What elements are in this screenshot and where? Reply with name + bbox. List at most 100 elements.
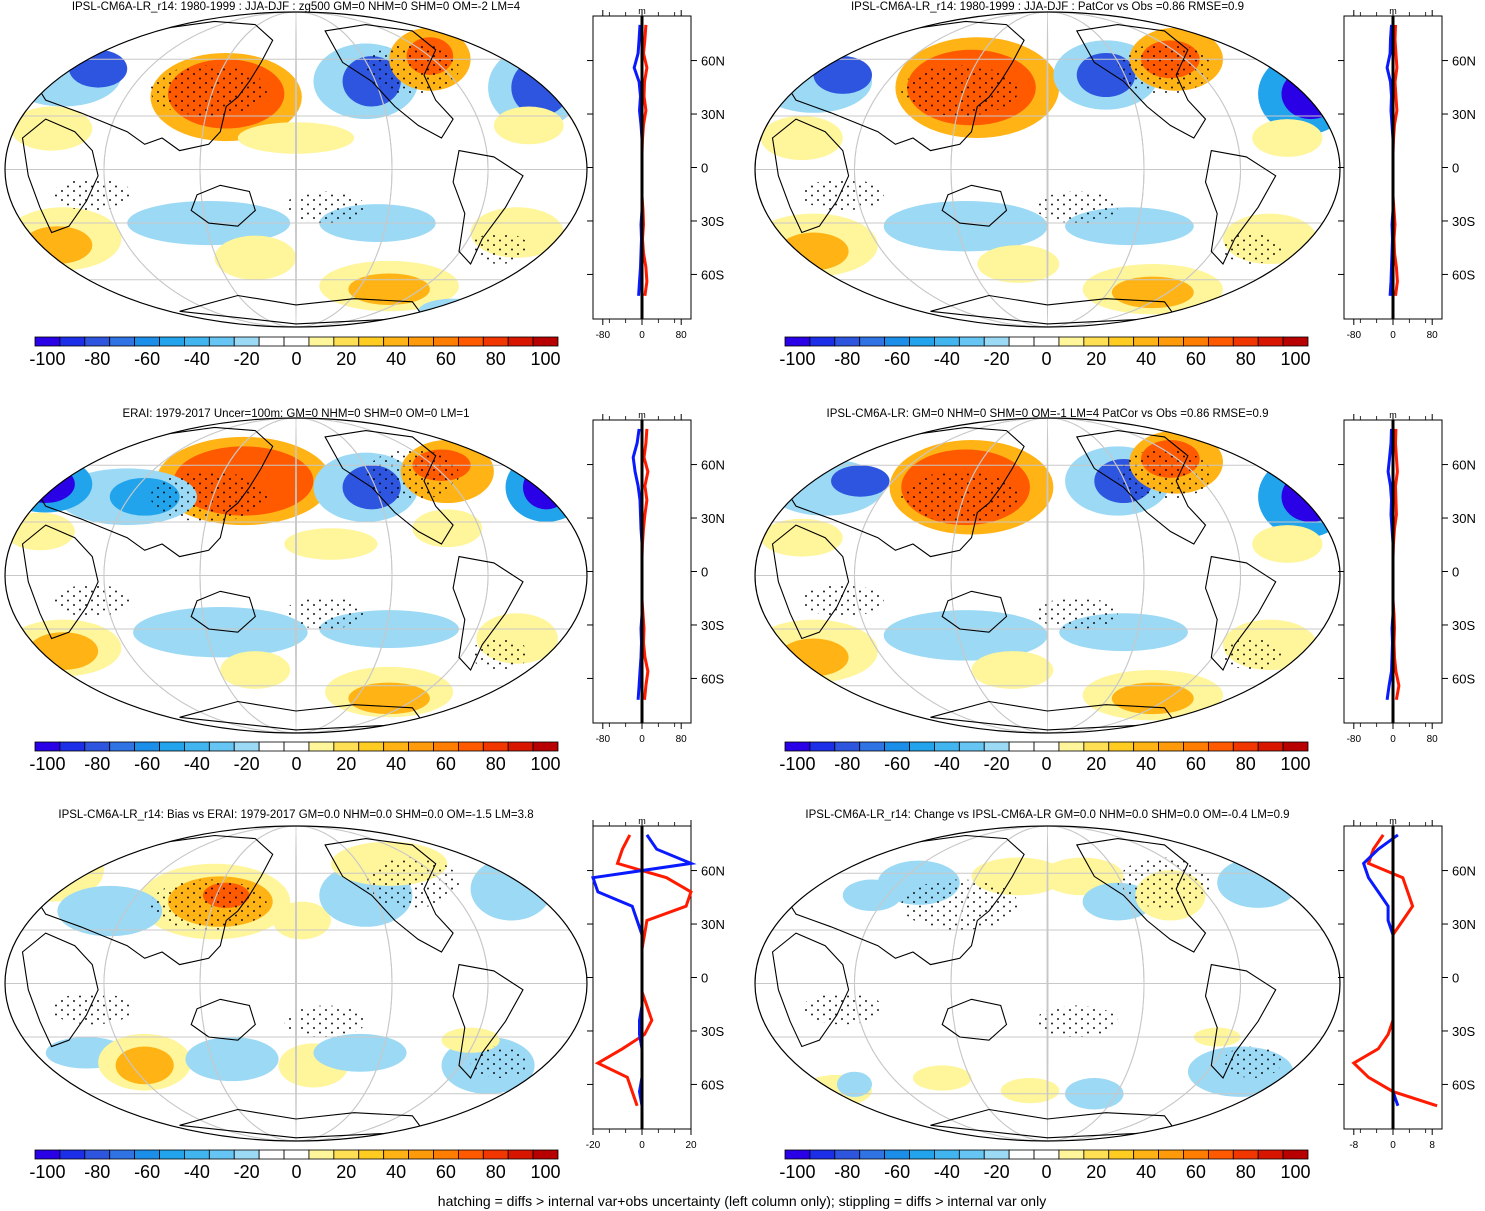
stippling: [150, 879, 267, 930]
lat-label: 60N: [701, 54, 725, 69]
colorbar-label: -40: [934, 754, 960, 774]
colorbar-swatch: [408, 741, 434, 752]
colorbar-swatch: [308, 336, 335, 347]
lat-label: 30N: [701, 917, 725, 932]
map-title: IPSL-CM6A-LR_r14: 1980-1999 : JJA-DJF : …: [72, 1, 521, 13]
lat-label: 0: [701, 161, 708, 176]
colorbar-label: -80: [834, 754, 860, 774]
stippling: [365, 857, 459, 908]
lat-label: 60N: [701, 864, 725, 879]
anomaly-blob: [22, 844, 81, 883]
colorbar-swatch: [1183, 741, 1209, 752]
colorbar-label: -20: [234, 754, 260, 774]
stippling: [1035, 1005, 1118, 1038]
colorbar-label: -20: [984, 349, 1010, 369]
longitude-line: [853, 826, 1242, 1141]
colorbar-label: -60: [884, 754, 910, 774]
map-border: [754, 825, 1341, 1142]
colorbar-1: -100 -80 -60 -40 -20 0 20 40 60 80 100: [29, 336, 561, 369]
lat-label: 30N: [1452, 511, 1476, 526]
colorbar-swatch: [184, 1149, 210, 1160]
anomaly-blob: [1258, 455, 1340, 538]
colorbar-label: -60: [884, 1162, 910, 1182]
colorbar-swatch: [809, 336, 836, 347]
lat-label: 0: [1452, 161, 1459, 176]
colorbar-swatch: [1033, 741, 1060, 752]
colorbar-label: 60: [1186, 754, 1206, 774]
colorbar-swatch: [84, 1149, 111, 1160]
colorbar-swatch: [233, 1149, 260, 1160]
colorbar-swatch: [834, 741, 861, 752]
colorbar-swatch: [258, 741, 285, 752]
colorbar-swatch: [433, 1149, 459, 1160]
longitude-line: [295, 418, 297, 733]
colorbar-swatch: [1058, 741, 1085, 752]
stippling: [1117, 449, 1212, 500]
colorbar-swatch: [233, 336, 260, 347]
colorbar-swatch: [208, 336, 235, 347]
colorbar-swatch: [909, 741, 935, 752]
colorbar-swatch: [159, 1149, 185, 1160]
colorbar-swatch: [1033, 336, 1060, 347]
x-tick-label: 8: [1429, 1140, 1435, 1151]
coastline: [21, 524, 99, 640]
stippling: [51, 584, 134, 617]
coastline: [930, 700, 1178, 731]
colorbar-4: -100 -80 -60 -40 -20 0 20 40 60 80 100: [779, 741, 1311, 774]
stippling: [51, 178, 134, 211]
colorbar-swatch: [208, 1149, 235, 1160]
colorbar-swatch: [909, 336, 935, 347]
map-title: IPSL-CM6A-LR: GM=0 NHM=0 SHM=0 OM=-1 LM=…: [827, 408, 1269, 420]
anomaly-blob: [977, 245, 1060, 283]
stippling: [51, 992, 134, 1025]
colorbar-label: 40: [1136, 1162, 1156, 1182]
colorbar-swatch: [184, 336, 210, 347]
anomaly-blob: [16, 465, 75, 504]
stippling: [470, 638, 529, 670]
stippling: [1117, 43, 1212, 94]
anomaly-blob: [272, 901, 331, 940]
coastline: [190, 184, 256, 227]
colorbar-swatch: [834, 1149, 861, 1160]
anomaly-blob: [883, 201, 1048, 252]
colorbar-swatch: [1133, 741, 1159, 752]
colorbar-swatch: [159, 336, 185, 347]
colorbar-label: -80: [834, 349, 860, 369]
map-title: ERAI: 1979-2017 Uncer=100m: GM=0 NHM=0 S…: [122, 408, 469, 420]
colorbar-label: 80: [486, 349, 506, 369]
stippling: [901, 879, 1019, 930]
colorbar-swatch: [59, 336, 86, 347]
colorbar-swatch: [532, 741, 559, 752]
colorbar-swatch: [983, 1149, 1010, 1160]
colorbar-swatch: [834, 336, 861, 347]
colorbar-swatch: [784, 1149, 811, 1160]
colorbar-swatch: [884, 741, 910, 752]
colorbar-swatch: [1257, 336, 1284, 347]
colorbar-swatch: [983, 741, 1010, 752]
colorbar-label: 100: [1281, 1162, 1311, 1182]
lat-label: 60N: [1452, 458, 1476, 473]
x-tick-label: 0: [639, 1140, 645, 1151]
colorbar-label: 0: [291, 754, 301, 774]
coastline: [179, 700, 426, 731]
lat-label: 30N: [1452, 917, 1476, 932]
colorbar-swatch: [258, 1149, 285, 1160]
longitude-line: [1046, 826, 1049, 1141]
colorbar-label: 0: [291, 1162, 301, 1182]
stippling: [1223, 638, 1282, 670]
anomaly-blob: [412, 509, 483, 548]
colorbar-swatch: [983, 336, 1010, 347]
anomaly-blob: [836, 1071, 872, 1097]
colorbar-swatch: [1108, 336, 1135, 347]
lat-label: 60N: [701, 458, 725, 473]
coastline: [1075, 838, 1207, 953]
colorbar-swatch: [1008, 1149, 1035, 1160]
colorbar-label: 80: [1236, 754, 1256, 774]
colorbar-swatch: [408, 1149, 434, 1160]
anomaly-blob: [10, 106, 93, 151]
colorbar-swatch: [507, 1149, 534, 1160]
colorbar-2: -100 -80 -60 -40 -20 0 20 40 60 80 100: [779, 336, 1311, 369]
lat-label: 30S: [1452, 1024, 1475, 1039]
